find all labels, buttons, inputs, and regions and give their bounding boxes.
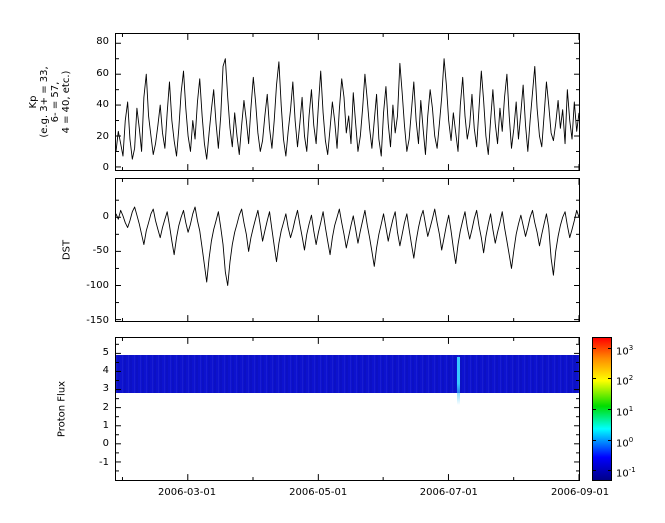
kp-axis-label-line: (e.g. 3+ = 33,: [39, 66, 50, 138]
x-tick-label: 2006-05-01: [289, 487, 348, 498]
y-tick-label: -50: [92, 245, 109, 257]
y-tick-label: 0: [102, 161, 109, 173]
colorbar-tick-mark: [608, 347, 612, 349]
x-tick-label: 2006-07-01: [419, 487, 478, 498]
dst-panel: [115, 178, 580, 322]
y-tick-label: -150: [86, 314, 109, 326]
colorbar-tick-mark: [592, 439, 596, 441]
dst-line-chart: [116, 179, 579, 321]
x-tick-label: 2006-03-01: [158, 487, 217, 498]
proton-flux-event-spike: [457, 357, 461, 405]
colorbar-tick-mark: [608, 409, 612, 410]
proton-flux-axes: [116, 338, 579, 480]
proton-flux-panel: [115, 337, 580, 481]
y-tick-label: -1: [99, 456, 109, 468]
y-tick-label: 0: [102, 210, 109, 222]
colorbar-tick-mark: [608, 470, 612, 472]
y-tick-label: 5: [102, 346, 109, 358]
colorbar-tick-label: 10-1: [616, 466, 636, 480]
y-tick-label: 20: [96, 130, 109, 142]
y-tick-label: 1: [102, 419, 109, 431]
colorbar-tick-label: 103: [616, 343, 634, 358]
kp-panel: [115, 33, 580, 171]
kp-axis-label-line: Kp: [28, 95, 39, 109]
colorbar-tick-mark: [592, 347, 596, 349]
y-tick-label: 40: [96, 99, 109, 111]
colorbar-tick-label: 101: [616, 405, 634, 419]
colorbar-tick-label: 102: [616, 374, 634, 388]
y-tick-label: 2: [102, 401, 109, 413]
colorbar-tick-mark: [608, 439, 612, 441]
colorbar-tick-mark: [592, 470, 596, 472]
y-tick-label: 4: [102, 364, 109, 376]
dst-series: [116, 206, 579, 286]
x-tick-label: 2006-09-01: [550, 487, 610, 498]
y-tick-label: 80: [96, 36, 109, 48]
proton-flux-spectrogram-band: [116, 355, 579, 394]
y-tick-label: 60: [96, 67, 109, 79]
colorbar-tick-mark: [592, 409, 596, 410]
kp-line-chart: [116, 34, 579, 170]
kp-series: [116, 58, 579, 160]
y-tick-label: 0: [102, 438, 109, 450]
colorbar-tick-mark: [592, 378, 596, 380]
y-tick-label: 3: [102, 383, 109, 395]
colorbar-tick-mark: [608, 378, 612, 380]
colorbar-tick-label: 100: [616, 435, 634, 449]
y-tick-label: -100: [86, 280, 109, 291]
